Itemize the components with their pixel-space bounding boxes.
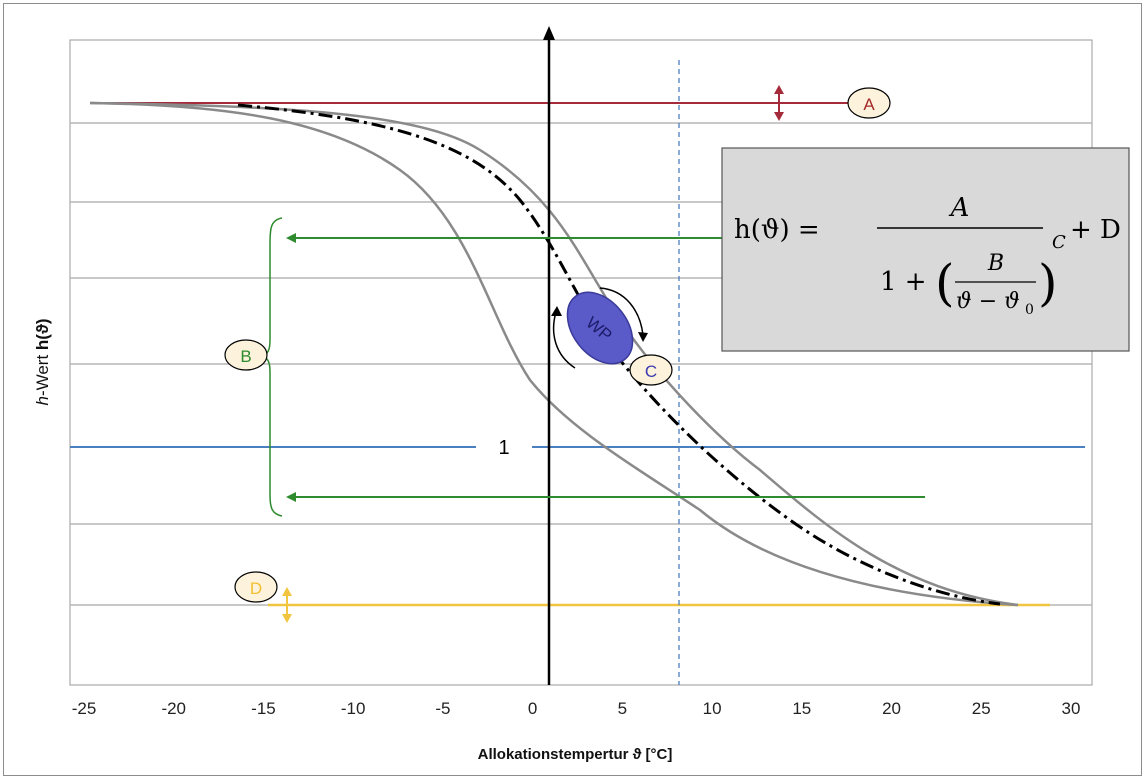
- x-tick-label: -10: [341, 699, 366, 718]
- svg-text:D: D: [250, 579, 262, 598]
- svg-text:C: C: [1052, 232, 1066, 253]
- formula-box: h(ϑ) = A 1 + ( B ϑ − ϑ 0 ) C + D: [722, 148, 1129, 351]
- badge-a: A: [848, 88, 890, 118]
- y-axis-label: h-Wert h(ϑ): [33, 318, 52, 405]
- x-tick-label: 20: [882, 699, 901, 718]
- x-tick-label: 15: [792, 699, 811, 718]
- svg-text:0: 0: [1025, 302, 1034, 318]
- svg-text:+ D: + D: [1070, 215, 1121, 245]
- x-tick-label: 30: [1062, 699, 1081, 718]
- one-label: 1: [498, 437, 509, 459]
- x-tick-label: 10: [703, 699, 722, 718]
- x-tick-label: 25: [972, 699, 991, 718]
- x-tick-label: -5: [435, 699, 450, 718]
- x-tick-label: -25: [72, 699, 97, 718]
- y-axis-arrowhead: [543, 26, 555, 40]
- x-axis-label: Allokationstempertur ϑ [°C]: [478, 746, 673, 763]
- x-tick-label: 0: [528, 699, 537, 718]
- svg-text:): ): [1038, 254, 1058, 312]
- svg-text:ϑ − ϑ: ϑ − ϑ: [956, 289, 1020, 314]
- x-tick-label: -20: [161, 699, 186, 718]
- svg-text:A: A: [949, 193, 970, 223]
- x-tick-labels: -25 -20 -15 -10 -5 0 5 10 15 20 25 30: [72, 699, 1081, 718]
- x-tick-label: 5: [618, 699, 627, 718]
- svg-text:C: C: [645, 362, 657, 381]
- svg-text:A: A: [863, 95, 875, 114]
- svg-text:h(ϑ) =: h(ϑ) =: [734, 215, 820, 245]
- x-tick-label: -15: [251, 699, 276, 718]
- svg-text:B: B: [987, 251, 1004, 276]
- badge-b: B: [225, 340, 267, 370]
- svg-text:(: (: [935, 254, 955, 312]
- plot-area: [70, 40, 1092, 685]
- svg-text:1 +: 1 +: [880, 267, 927, 297]
- badge-d: D: [235, 572, 277, 602]
- badge-c: C: [630, 355, 672, 385]
- svg-text:B: B: [240, 347, 251, 366]
